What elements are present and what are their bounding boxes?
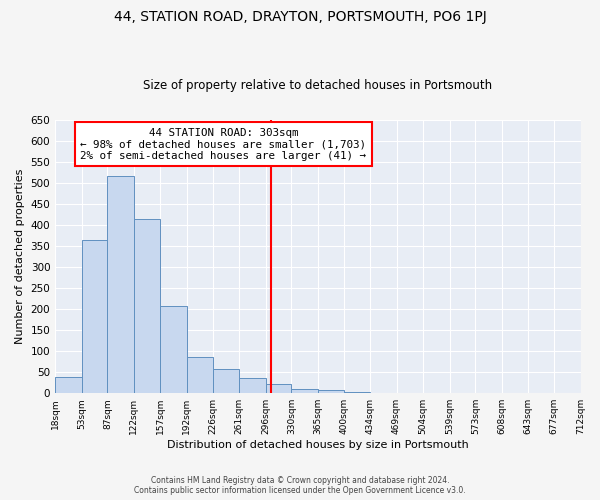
Bar [318, 390, 344, 393]
Text: Contains HM Land Registry data © Crown copyright and database right 2024.
Contai: Contains HM Land Registry data © Crown c… [134, 476, 466, 495]
Bar [82, 240, 107, 393]
Bar [134, 220, 160, 393]
Bar [160, 306, 187, 393]
Bar [266, 384, 292, 393]
X-axis label: Distribution of detached houses by size in Portsmouth: Distribution of detached houses by size … [167, 440, 469, 450]
Bar [344, 392, 370, 393]
Title: Size of property relative to detached houses in Portsmouth: Size of property relative to detached ho… [143, 79, 493, 92]
Bar [107, 176, 134, 393]
Bar [187, 358, 212, 393]
Text: 44, STATION ROAD, DRAYTON, PORTSMOUTH, PO6 1PJ: 44, STATION ROAD, DRAYTON, PORTSMOUTH, P… [113, 10, 487, 24]
Text: 44 STATION ROAD: 303sqm
← 98% of detached houses are smaller (1,703)
2% of semi-: 44 STATION ROAD: 303sqm ← 98% of detache… [80, 128, 366, 161]
Y-axis label: Number of detached properties: Number of detached properties [15, 168, 25, 344]
Bar [212, 369, 239, 393]
Bar [292, 389, 318, 393]
Bar [239, 378, 266, 393]
Bar [55, 377, 82, 393]
